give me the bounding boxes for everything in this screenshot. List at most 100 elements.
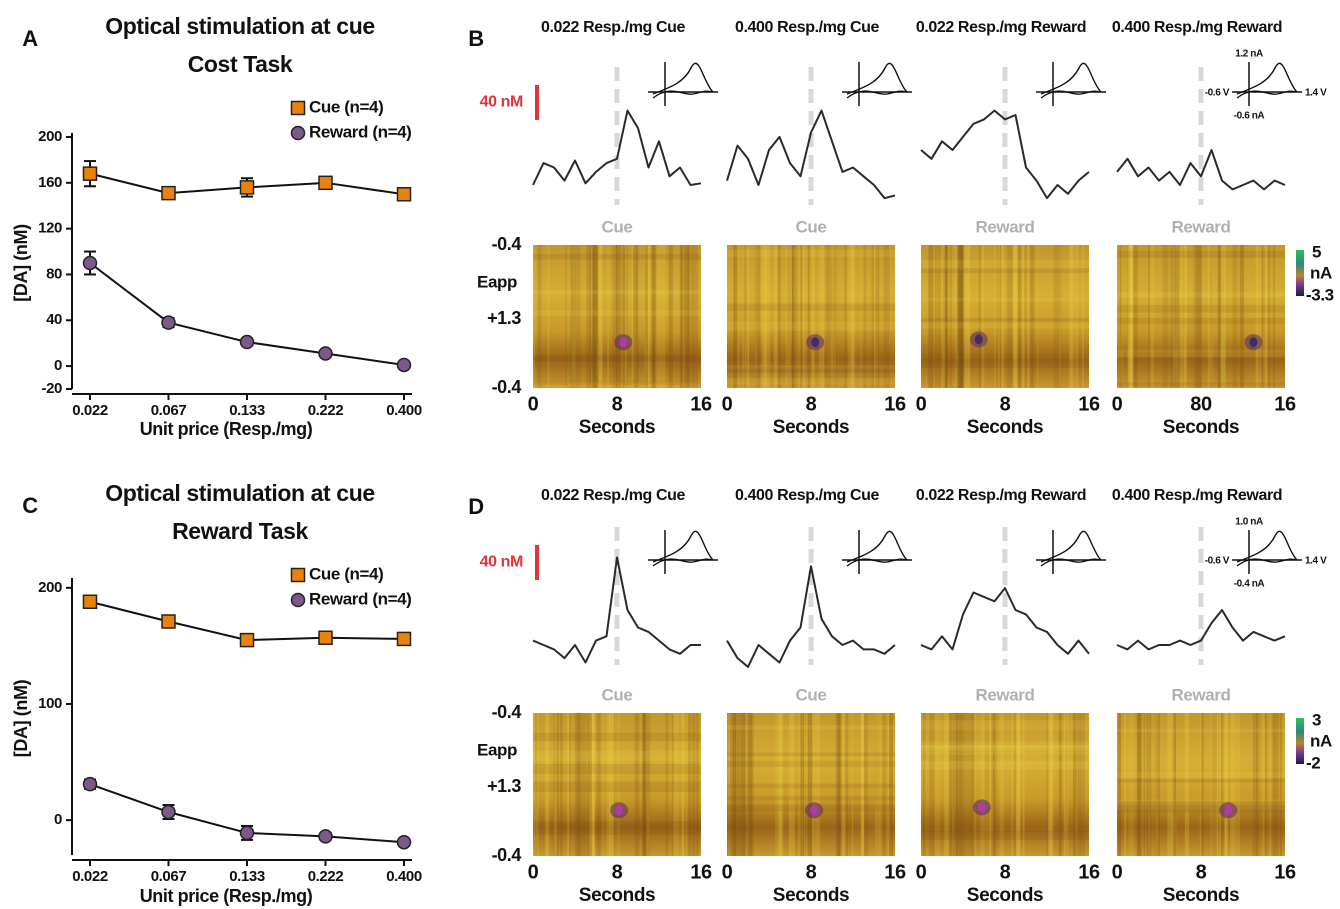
heatmap-streak	[612, 713, 614, 856]
heatmap-band	[533, 310, 701, 316]
heatmap-band	[727, 760, 895, 767]
inset-label: 1.4 V	[1305, 556, 1327, 567]
y-tick-label: 100	[38, 695, 62, 712]
heatmap-streak	[873, 245, 879, 388]
legend-marker	[290, 592, 306, 608]
heatmap-streak	[589, 245, 592, 388]
x-axis-label: Seconds	[773, 417, 849, 438]
heatmap-streak	[607, 245, 609, 388]
panel-title: 0.400 Resp./mg Cue	[735, 19, 879, 36]
heatmap-streak	[875, 245, 880, 388]
heatmap-streak	[827, 245, 829, 388]
x-tick-label: 16	[1078, 393, 1100, 415]
heatmap-streak	[1133, 245, 1138, 388]
heatmap-streak	[1124, 713, 1127, 856]
marker	[396, 357, 412, 373]
heatmap-streak	[1193, 245, 1197, 388]
heatmap-streak	[1128, 713, 1135, 856]
heatmap-band	[1117, 304, 1285, 313]
heatmap-streak	[1000, 245, 1005, 388]
x-tick-label: 80	[1190, 393, 1212, 415]
heatmap-streak	[1080, 713, 1085, 856]
heatmap-streak	[1059, 245, 1062, 388]
heatmap-streak	[1232, 245, 1238, 388]
marker	[318, 175, 333, 191]
heatmap-streak	[779, 713, 784, 856]
heatmap-streak	[1150, 245, 1155, 388]
heatmap-streak	[944, 713, 950, 856]
heatmap-streak	[886, 713, 891, 856]
inset-curve	[846, 530, 908, 563]
heatmap-streak	[743, 245, 748, 388]
heatmap-streak	[744, 245, 750, 388]
legend-marker	[290, 125, 306, 141]
heatmap-blob-core	[615, 805, 624, 816]
inset-curve	[1236, 62, 1298, 95]
colorbar	[1296, 718, 1304, 764]
heatmap-streak	[800, 245, 802, 388]
heatmap-streak	[587, 713, 592, 856]
heatmap-band	[1117, 318, 1285, 325]
x-tick-label: 16	[690, 393, 712, 415]
marker	[239, 825, 255, 841]
heatmap-streak	[682, 713, 689, 856]
marker	[161, 185, 176, 201]
heatmap-streak	[560, 713, 563, 856]
heatmap-streak	[807, 713, 813, 856]
heatmap-band	[727, 724, 895, 730]
heatmap-streak	[961, 245, 965, 388]
heatmap-streak	[692, 713, 696, 856]
heatmap-streak	[533, 245, 536, 388]
y-axis-label: [DA] (nM)	[11, 224, 31, 302]
x-tick-label: 0	[916, 393, 927, 415]
inset-curve	[846, 558, 908, 567]
heatmap	[1117, 245, 1285, 388]
heatmap-streak	[577, 713, 582, 856]
heatmap-streak	[732, 713, 739, 856]
heatmap-streak	[816, 713, 821, 856]
heatmap-band	[727, 783, 895, 789]
heatmap-streak	[818, 245, 823, 388]
inset-label: 1.0 nA	[1235, 517, 1263, 528]
chart-subtitle: Reward Task	[172, 518, 308, 544]
heatmap-streak	[980, 713, 986, 856]
heatmap-streak	[1174, 245, 1179, 388]
y-tick-label: 0	[54, 811, 62, 828]
heatmap-streak	[1128, 245, 1134, 388]
heatmap-streak	[684, 245, 690, 388]
eapp-label: Eapp	[477, 272, 517, 291]
heatmap-streak	[1170, 245, 1176, 388]
heatmap-streak	[944, 245, 949, 388]
heatmap-streak	[981, 245, 984, 388]
chart-title: Optical stimulation at cue	[105, 480, 375, 506]
heatmap-streak	[565, 245, 568, 388]
heatmap-streak	[1221, 713, 1223, 856]
heatmap-streak	[1209, 245, 1213, 388]
panel-title: 0.022 Resp./mg Cue	[541, 19, 685, 36]
inset-curve	[1236, 530, 1298, 563]
heatmap-streak	[942, 245, 948, 388]
heatmap-streak	[747, 713, 750, 856]
heatmap-band	[727, 378, 895, 385]
heatmap-streak	[1077, 713, 1081, 856]
heatmap-band	[921, 297, 1089, 302]
heatmap-streak	[1218, 713, 1222, 856]
heatmap-streak	[1138, 713, 1143, 856]
heatmap-streak	[544, 713, 549, 856]
heatmap-streak	[635, 245, 639, 388]
marker	[161, 614, 176, 629]
eapp-tick-label: -0.4	[492, 234, 522, 254]
heatmap-streak	[957, 713, 962, 856]
marker	[161, 315, 176, 330]
eapp-tick-label: -0.4	[492, 702, 522, 722]
heatmap-streak	[535, 713, 539, 856]
heatmap-streak	[802, 713, 805, 856]
event-label: Reward	[975, 685, 1034, 704]
legend-marker	[290, 567, 306, 583]
heatmap-streak	[1017, 245, 1022, 388]
inset-curve	[846, 90, 908, 99]
colorbar-unit: nA	[1310, 263, 1332, 282]
heatmap-streak	[965, 713, 971, 856]
heatmap-streak	[1118, 245, 1122, 388]
heatmap-streak	[1140, 713, 1143, 856]
